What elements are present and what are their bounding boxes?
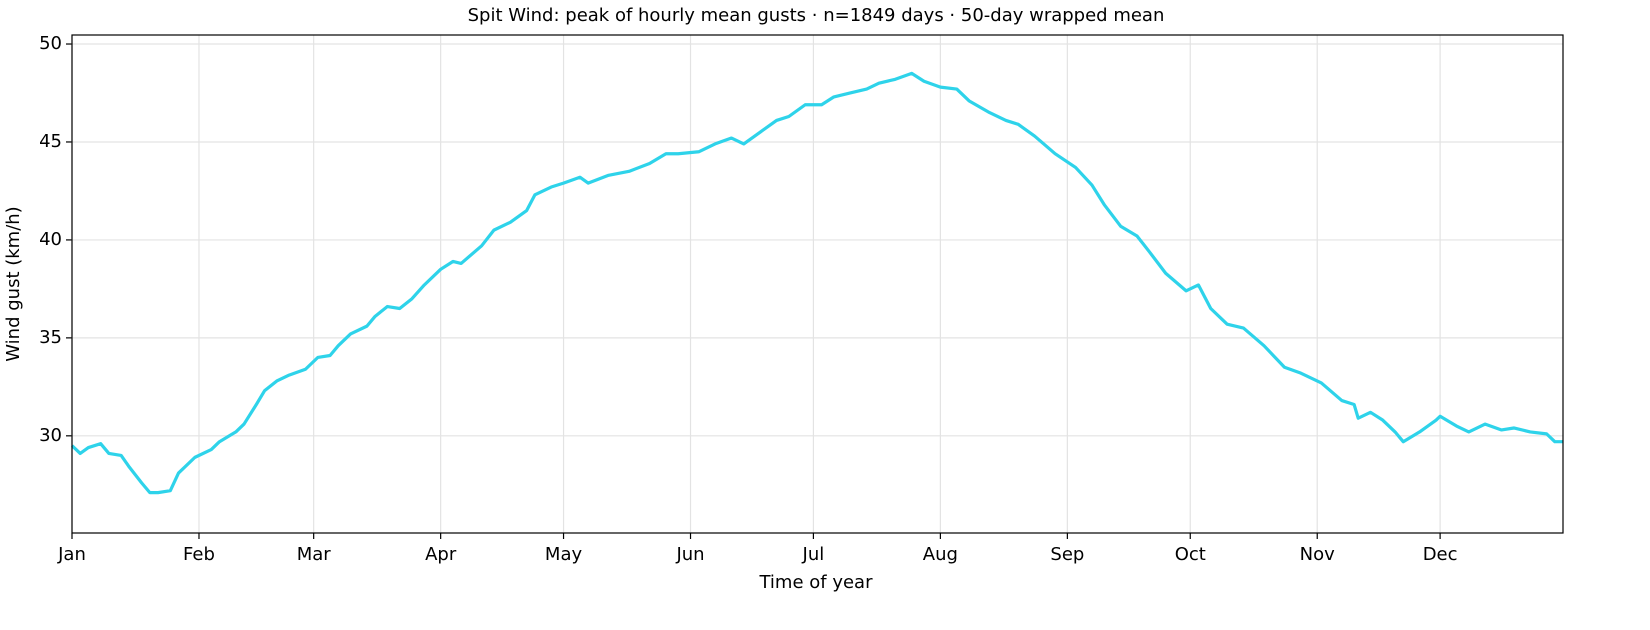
y-tick-label: 35 xyxy=(39,327,62,348)
x-tick-label: May xyxy=(545,544,583,565)
x-tick-label: Apr xyxy=(425,544,457,565)
x-tick-label: Jun xyxy=(675,544,704,565)
line xyxy=(70,71,1563,495)
y-tick-label: 40 xyxy=(39,229,62,250)
x-axis-label: Time of year xyxy=(758,572,873,593)
x-tick-label: Aug xyxy=(923,544,958,565)
plot-frame xyxy=(71,34,1564,534)
x-tick-label: Jan xyxy=(57,544,86,565)
x-tick-label: Mar xyxy=(297,544,332,565)
x-tick-label: Oct xyxy=(1175,544,1206,565)
x-tick-label: Jul xyxy=(802,544,825,565)
x-tick-label: Feb xyxy=(183,544,215,565)
y-tick-label: 45 xyxy=(39,131,62,152)
y-tick-label: 30 xyxy=(39,425,62,446)
x-tick-label: Nov xyxy=(1300,544,1335,565)
x-tick-label: Sep xyxy=(1050,544,1084,565)
y-tick-label: 50 xyxy=(39,33,62,54)
y-axis-label: Wind gust (km/h) xyxy=(3,206,24,361)
chart-title: Spit Wind: peak of hourly mean gusts · n… xyxy=(468,5,1165,26)
x-tick-label: Dec xyxy=(1423,544,1458,565)
